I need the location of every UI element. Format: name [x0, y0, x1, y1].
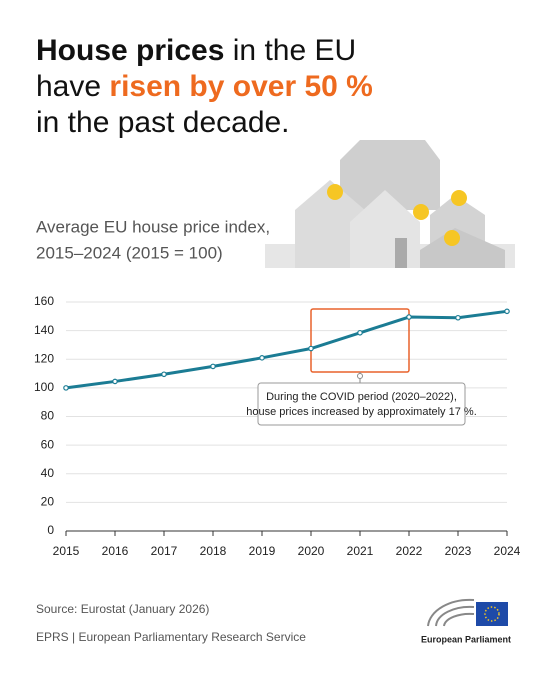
point — [112, 378, 118, 385]
y-tick-label: 140 — [34, 323, 54, 337]
annotation-dot — [357, 373, 363, 379]
point — [210, 363, 216, 370]
x-tick-label: 2024 — [494, 544, 521, 558]
point — [161, 371, 167, 378]
subtitle: Average EU house price index, — [36, 217, 270, 236]
ep-logo: European Parliament — [421, 598, 511, 644]
headline-text: in the past decade. — [36, 106, 290, 139]
point — [406, 314, 412, 320]
point — [455, 314, 461, 321]
annotation-box — [257, 382, 466, 426]
y-tick-label: 80 — [41, 409, 55, 423]
x-tick-label: 2022 — [396, 544, 423, 558]
x-tick-label: 2018 — [200, 544, 227, 558]
point — [308, 345, 314, 352]
plot: 0 20 40 60 80 100 120 140 160 2015 2016 2017 2018 201… — [34, 294, 521, 558]
x-tick-label: 2023 — [445, 544, 472, 558]
y-tick-label: 60 — [41, 437, 55, 451]
x-tick-label: 2017 — [151, 544, 178, 558]
source: Source: Eurostat (January 2026) — [36, 602, 209, 616]
headline-line: in the past decade. — [36, 106, 290, 139]
y-tick-label: 100 — [34, 380, 54, 394]
headline-line: have risen by over 50 % — [36, 70, 373, 103]
houses-illustration — [265, 140, 515, 268]
subtitle: 2015–2024 (2015 = 100) — [36, 243, 223, 262]
headline-text: in the EU — [224, 34, 356, 67]
annotation: During the COVID period (2020–2022), — [266, 391, 457, 403]
x-tick-label: 2019 — [249, 544, 276, 558]
credit: EPRS | European Parliamentary Research S… — [36, 630, 306, 644]
point — [259, 355, 265, 361]
x-tick-label: 2016 — [102, 544, 129, 558]
headline-highlight: risen by over 50 % — [109, 70, 372, 103]
x-tick-label: 2021 — [347, 544, 374, 558]
headline-bold: House prices — [36, 34, 224, 67]
line — [65, 309, 508, 390]
logo-text: European Parliament — [421, 634, 511, 644]
y-tick-label: 160 — [34, 294, 54, 308]
x-tick-label: 2020 — [298, 544, 325, 558]
y-tick-label: 0 — [47, 523, 54, 537]
x-tick-label: 2015 — [53, 544, 80, 558]
headline-text: have — [36, 70, 109, 103]
headline-line: House prices in the EU — [36, 34, 356, 67]
y-tick-label: 20 — [41, 495, 55, 509]
point — [504, 308, 510, 315]
y-tick-label: 120 — [34, 351, 54, 365]
point — [63, 385, 69, 391]
annotation: house prices increased by approximately … — [246, 406, 477, 418]
y-tick-label: 40 — [41, 466, 55, 480]
point — [357, 329, 363, 336]
